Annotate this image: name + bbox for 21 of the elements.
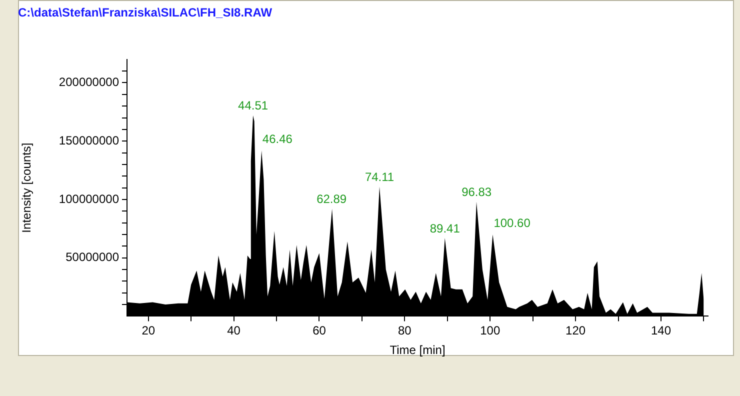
x-tick-label: 40 <box>227 324 241 338</box>
y-axis-title: Intensity [counts] <box>20 142 34 233</box>
x-tick-label: 140 <box>650 324 672 338</box>
x-tick-label: 60 <box>312 324 326 338</box>
annotation: 74.11 <box>364 170 394 184</box>
y-tick-label: 200000000 <box>58 75 120 90</box>
annotation: 96.83 <box>462 185 492 200</box>
y-tick-label: 50000000 <box>66 250 120 264</box>
annotation: 44.51 <box>238 98 268 113</box>
y-tick-label: 100000000 <box>58 192 120 206</box>
annotation: 46.46 <box>262 132 293 146</box>
annotation: 100.60 <box>494 216 531 230</box>
x-tick-label: 80 <box>398 324 412 338</box>
x-tick-label: 20 <box>142 324 156 338</box>
annotation: 89.41 <box>430 221 460 236</box>
annotation: 62.89 <box>316 192 347 206</box>
x-tick-label: 100 <box>480 324 500 338</box>
y-tick-label: 150000000 <box>58 133 120 148</box>
x-axis-title: Time [min] <box>390 343 446 358</box>
chart-title: C:\data\Stefan\Franziska\SILAC\FH_SI8.RAW <box>18 6 273 20</box>
x-tick-label: 120 <box>566 324 586 338</box>
